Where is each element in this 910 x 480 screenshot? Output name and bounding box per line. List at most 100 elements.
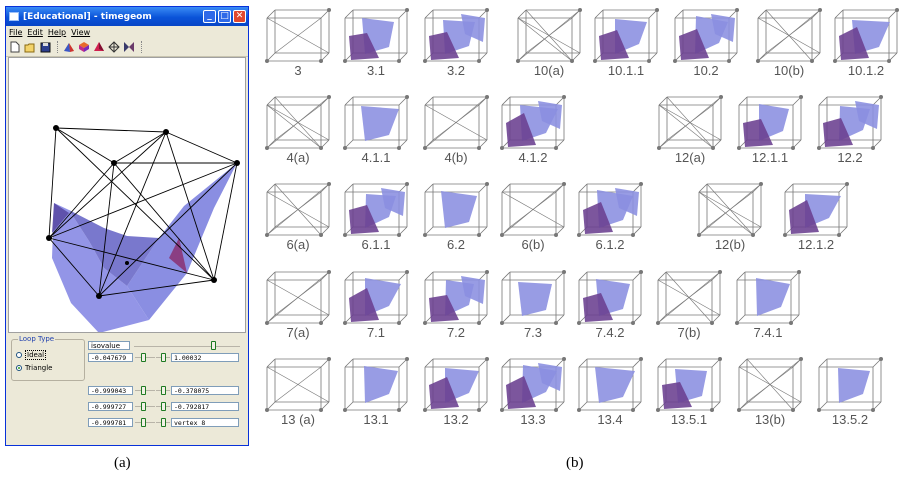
corner-marker [797,270,801,274]
menu-help[interactable]: Help [47,27,67,37]
case-cell: 10.1.1 [591,8,661,81]
value-field-r1-right[interactable]: 1.00032 [171,353,239,362]
case-label: 7(a) [286,325,310,340]
new-file-icon[interactable] [9,41,21,53]
cube-render [265,95,331,150]
corner-marker [845,182,849,186]
corner-marker [343,408,347,412]
corner-marker [485,8,489,12]
value-field-r1-left[interactable]: -0.047679 [88,353,133,362]
case-cell: 3.1 [341,8,411,81]
case-label: 4(b) [444,150,468,165]
corner-marker [655,8,659,12]
isosurface-patch [662,382,692,409]
case-label: 10.1.1 [607,63,645,78]
isosurface-patch [756,278,790,316]
value-field-r2-right[interactable]: -0.378075 [171,386,239,395]
corner-marker [639,270,643,274]
value-field-r3-left[interactable]: -0.999727 [88,402,133,411]
corner-marker [477,233,481,237]
corner-marker [570,59,574,63]
cube-render [265,357,331,412]
isovalue-slider-thumb[interactable] [211,341,216,350]
menu-edit[interactable]: Edit [27,27,43,37]
corner-marker [751,233,755,237]
case-cell: 13.1 [341,357,411,430]
case-label: 13.2 [443,412,469,427]
case-cell: 10(a) [514,8,584,81]
slider-thumb-r2[interactable] [141,386,146,395]
slider-thumb-r2b[interactable] [161,386,166,395]
cube-render [343,8,409,63]
slider-thumb-r3b[interactable] [161,402,166,411]
open-folder-icon[interactable] [24,41,36,53]
value-field-r4-left[interactable]: -0.999781 [88,418,133,427]
corner-marker [562,270,566,274]
case-label: 12.1.2 [797,237,835,252]
case-label: 6(a) [286,237,310,252]
isosurface-patch [595,367,635,403]
case-cell: 3.2 [421,8,491,81]
minimize-button[interactable]: _ [203,10,216,23]
isosurface-patch [599,30,629,60]
render-viewport[interactable] [8,57,246,333]
case-label: 12(b) [714,237,746,252]
cube-render [656,270,722,325]
case-label: 13.1 [363,412,389,427]
value-field-r3-right[interactable]: -0.792817 [171,402,239,411]
isovalue-slider-track[interactable] [134,346,240,347]
menu-file[interactable]: File [9,27,23,37]
title-bar[interactable]: [Educational] - timegeom _ □ ✕ [6,7,248,26]
butterfly-icon[interactable] [123,41,135,53]
radio-ideal[interactable]: Ideal [16,350,47,360]
corner-marker [737,408,741,412]
isosurface-patch [365,278,401,316]
corner-marker [756,59,760,63]
case-cell: 7.4.1 [733,270,803,343]
cube-render [423,95,489,150]
corner-marker [759,182,763,186]
corner-marker [327,95,331,99]
menu-bar: File Edit Help View [6,26,248,38]
value-field-r2-left[interactable]: -0.999043 [88,386,133,395]
tetra-icon[interactable] [93,41,105,53]
isosurface-patch [506,376,536,409]
corner-marker [327,8,331,12]
menu-view[interactable]: View [71,27,91,37]
corner-marker [500,233,504,237]
close-button[interactable]: ✕ [233,10,246,23]
cube-render [577,182,643,237]
slider-thumb-r3[interactable] [141,402,146,411]
cube-render [735,270,801,325]
isosurface-patch [615,188,639,216]
radio-triangle[interactable]: Triangle [16,364,53,372]
value-field-r4-right[interactable]: vertex 8 [171,418,239,427]
corner-marker [319,146,323,150]
cube-render [500,95,566,150]
isosurface-patch [538,363,562,391]
corner-marker [697,233,701,237]
radio-ideal-label: Ideal [25,350,47,360]
slider-thumb-r1b[interactable] [161,353,166,362]
case-cell: 7(a) [263,270,333,343]
isosurface-patch [711,14,735,42]
shape-icon[interactable] [63,41,75,53]
case-label: 12.2 [837,150,863,165]
corner-marker [631,233,635,237]
radio-triangle-dot[interactable] [16,365,22,371]
radio-ideal-dot[interactable] [16,352,22,358]
slider-thumb-r4[interactable] [141,418,146,427]
mesh-icon[interactable] [108,41,120,53]
save-icon[interactable] [39,41,51,53]
case-cell: 4.1.1 [341,95,411,168]
cube-render [516,8,582,63]
slider-thumb-r4b[interactable] [161,418,166,427]
corner-marker [343,321,347,325]
cube-render [833,8,899,63]
toolbar-separator [57,41,60,53]
cube-icon[interactable] [78,41,90,53]
isosurface-patch [839,27,869,60]
case-label: 10.2 [693,63,719,78]
slider-thumb-r1[interactable] [141,353,146,362]
maximize-button[interactable]: □ [218,10,231,23]
